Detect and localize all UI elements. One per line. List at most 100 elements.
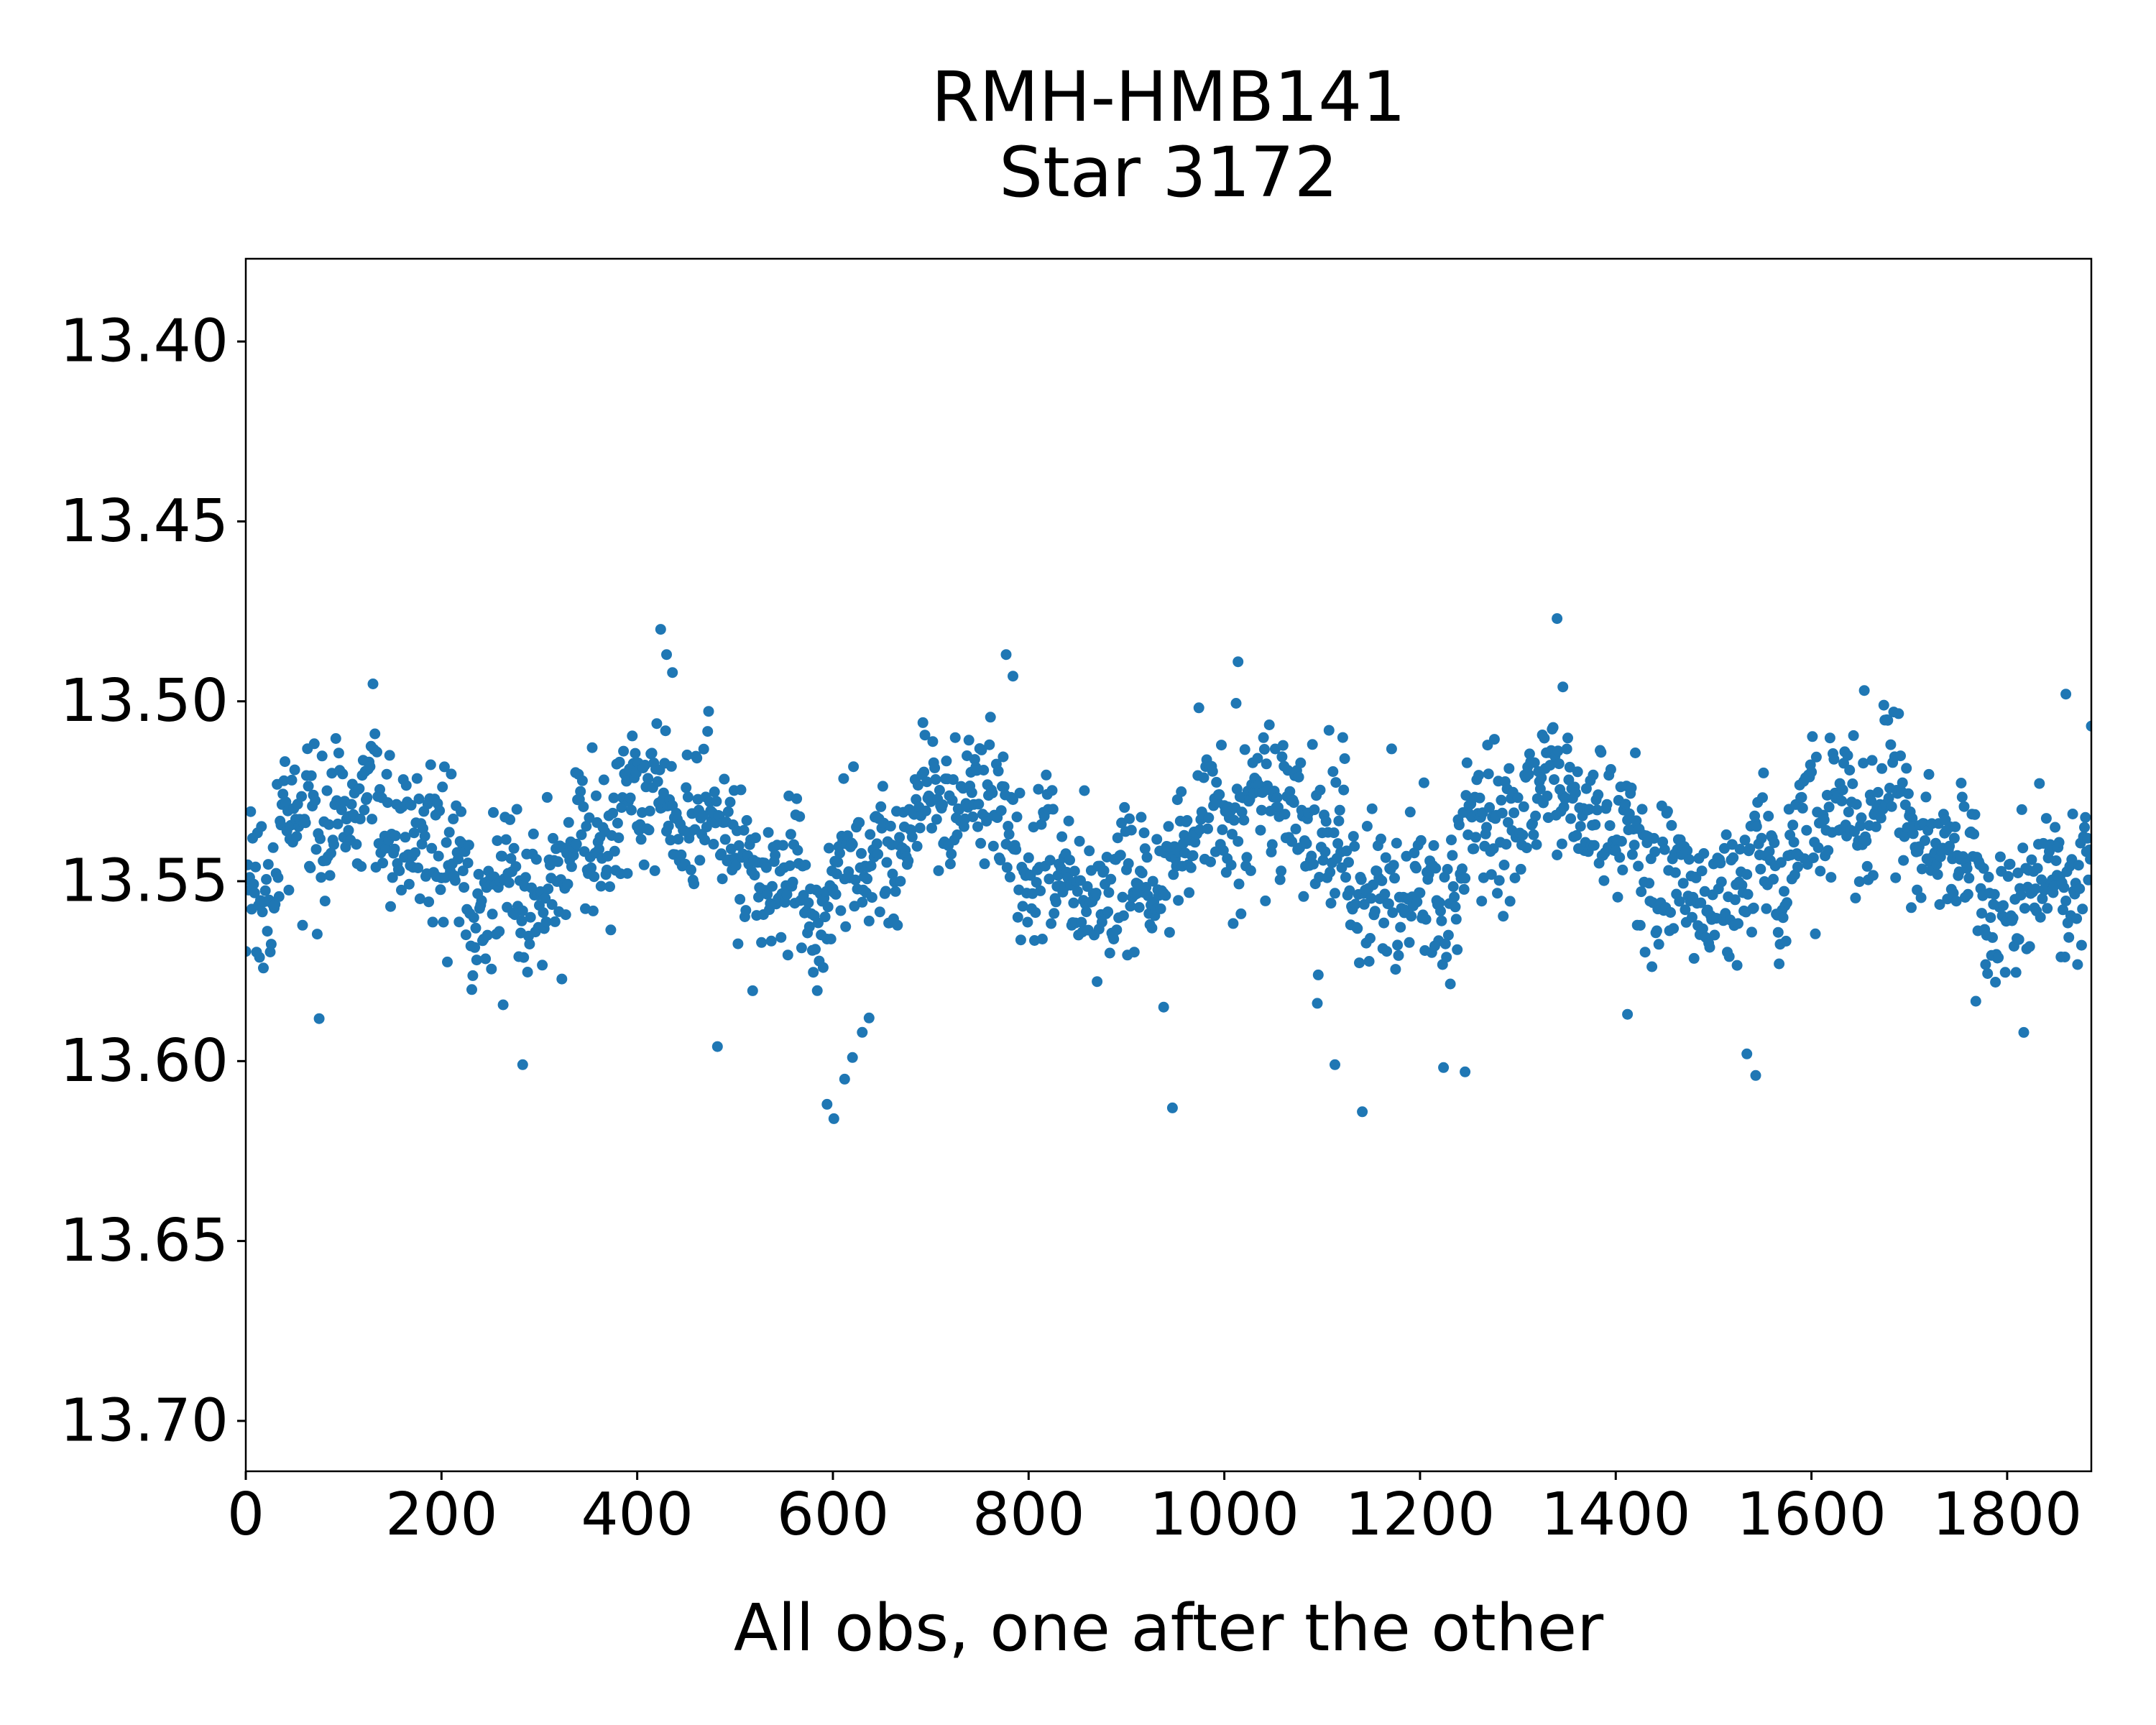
data-point [576, 829, 587, 840]
data-point [1769, 837, 1780, 848]
data-point [1115, 850, 1126, 861]
data-point [1381, 946, 1393, 957]
data-point [283, 884, 295, 896]
y-tick-label: 13.65 [60, 1207, 229, 1275]
data-point [1575, 821, 1586, 832]
data-point [336, 804, 347, 816]
data-point [625, 792, 636, 804]
data-point [1634, 919, 1646, 931]
data-point [703, 706, 714, 717]
data-point [1263, 719, 1275, 730]
data-point [1715, 857, 1726, 869]
data-point [1325, 866, 1336, 878]
data-point [1528, 829, 1539, 840]
data-point [494, 926, 505, 937]
data-point [400, 780, 412, 791]
data-point [1796, 791, 1807, 803]
data-point [1298, 891, 1309, 902]
data-point [1420, 914, 1432, 925]
data-point [522, 967, 533, 978]
data-point [1636, 886, 1647, 898]
data-point [546, 899, 558, 910]
data-point [1284, 786, 1296, 797]
data-point [630, 748, 641, 759]
data-point [486, 963, 497, 975]
data-point [1544, 760, 1556, 771]
data-point [311, 929, 323, 940]
data-point [1750, 1070, 1761, 1081]
data-point [1674, 896, 1685, 907]
data-point [914, 822, 926, 834]
data-point [1236, 806, 1248, 818]
data-point [963, 735, 975, 746]
data-point [595, 880, 607, 892]
data-point [1330, 777, 1342, 788]
data-point [1777, 912, 1789, 924]
data-point [1323, 724, 1335, 736]
data-point [466, 984, 477, 995]
data-point [2083, 845, 2091, 855]
data-point [1488, 734, 1500, 745]
data-point [1046, 785, 1058, 796]
data-point [1098, 865, 1110, 876]
data-point [1344, 885, 1355, 896]
data-point [1189, 837, 1201, 848]
data-point [364, 761, 376, 772]
data-point [1447, 850, 1458, 861]
data-point [1861, 860, 1873, 872]
data-point [1680, 904, 1691, 916]
data-point [2060, 896, 2072, 906]
data-point [1050, 896, 1061, 908]
data-point [256, 821, 267, 832]
data-point [709, 786, 720, 798]
x-tick-label: 400 [581, 1481, 694, 1549]
data-point [286, 774, 298, 786]
data-point [1036, 934, 1048, 944]
data-point [917, 717, 929, 728]
data-point [1662, 806, 1673, 817]
data-point [1847, 778, 1858, 789]
data-point [262, 859, 274, 870]
data-point [1764, 846, 1775, 857]
data-point [1709, 929, 1720, 941]
data-point [1139, 843, 1151, 855]
data-point [1460, 1066, 1471, 1077]
x-axis-label: All obs, one after the other [734, 1591, 1603, 1666]
data-point [2032, 862, 2043, 874]
data-point [1411, 896, 1423, 908]
data-point [326, 847, 336, 859]
data-point [492, 835, 503, 847]
data-point [1553, 758, 1565, 770]
data-point [1271, 792, 1283, 804]
chart-title-line2: Star 3172 [999, 132, 1338, 213]
data-point [1476, 896, 1488, 907]
data-point [877, 781, 888, 792]
data-point [2063, 932, 2075, 943]
data-point [1932, 869, 1943, 880]
data-point [1561, 743, 1572, 755]
data-point [2017, 842, 2029, 854]
data-point [1523, 768, 1534, 780]
data-point [1886, 801, 1897, 812]
data-point [1404, 806, 1416, 818]
data-point [1415, 834, 1427, 846]
data-point [1876, 763, 1888, 774]
data-point [289, 764, 300, 776]
data-point [305, 862, 316, 873]
data-point [1729, 894, 1741, 906]
data-point [1810, 928, 1821, 939]
data-point [540, 893, 551, 904]
data-point [1217, 824, 1228, 835]
data-point [1970, 995, 1981, 1007]
data-point [1338, 784, 1350, 796]
data-point [1460, 873, 1471, 884]
data-point [1233, 878, 1245, 890]
data-point [549, 916, 561, 927]
data-point [1233, 836, 1244, 847]
data-point [1990, 977, 2001, 988]
data-point [1147, 875, 1158, 887]
data-point [1290, 823, 1302, 834]
data-point [1998, 900, 2009, 911]
data-point [1720, 829, 1732, 840]
data-point [586, 862, 597, 873]
